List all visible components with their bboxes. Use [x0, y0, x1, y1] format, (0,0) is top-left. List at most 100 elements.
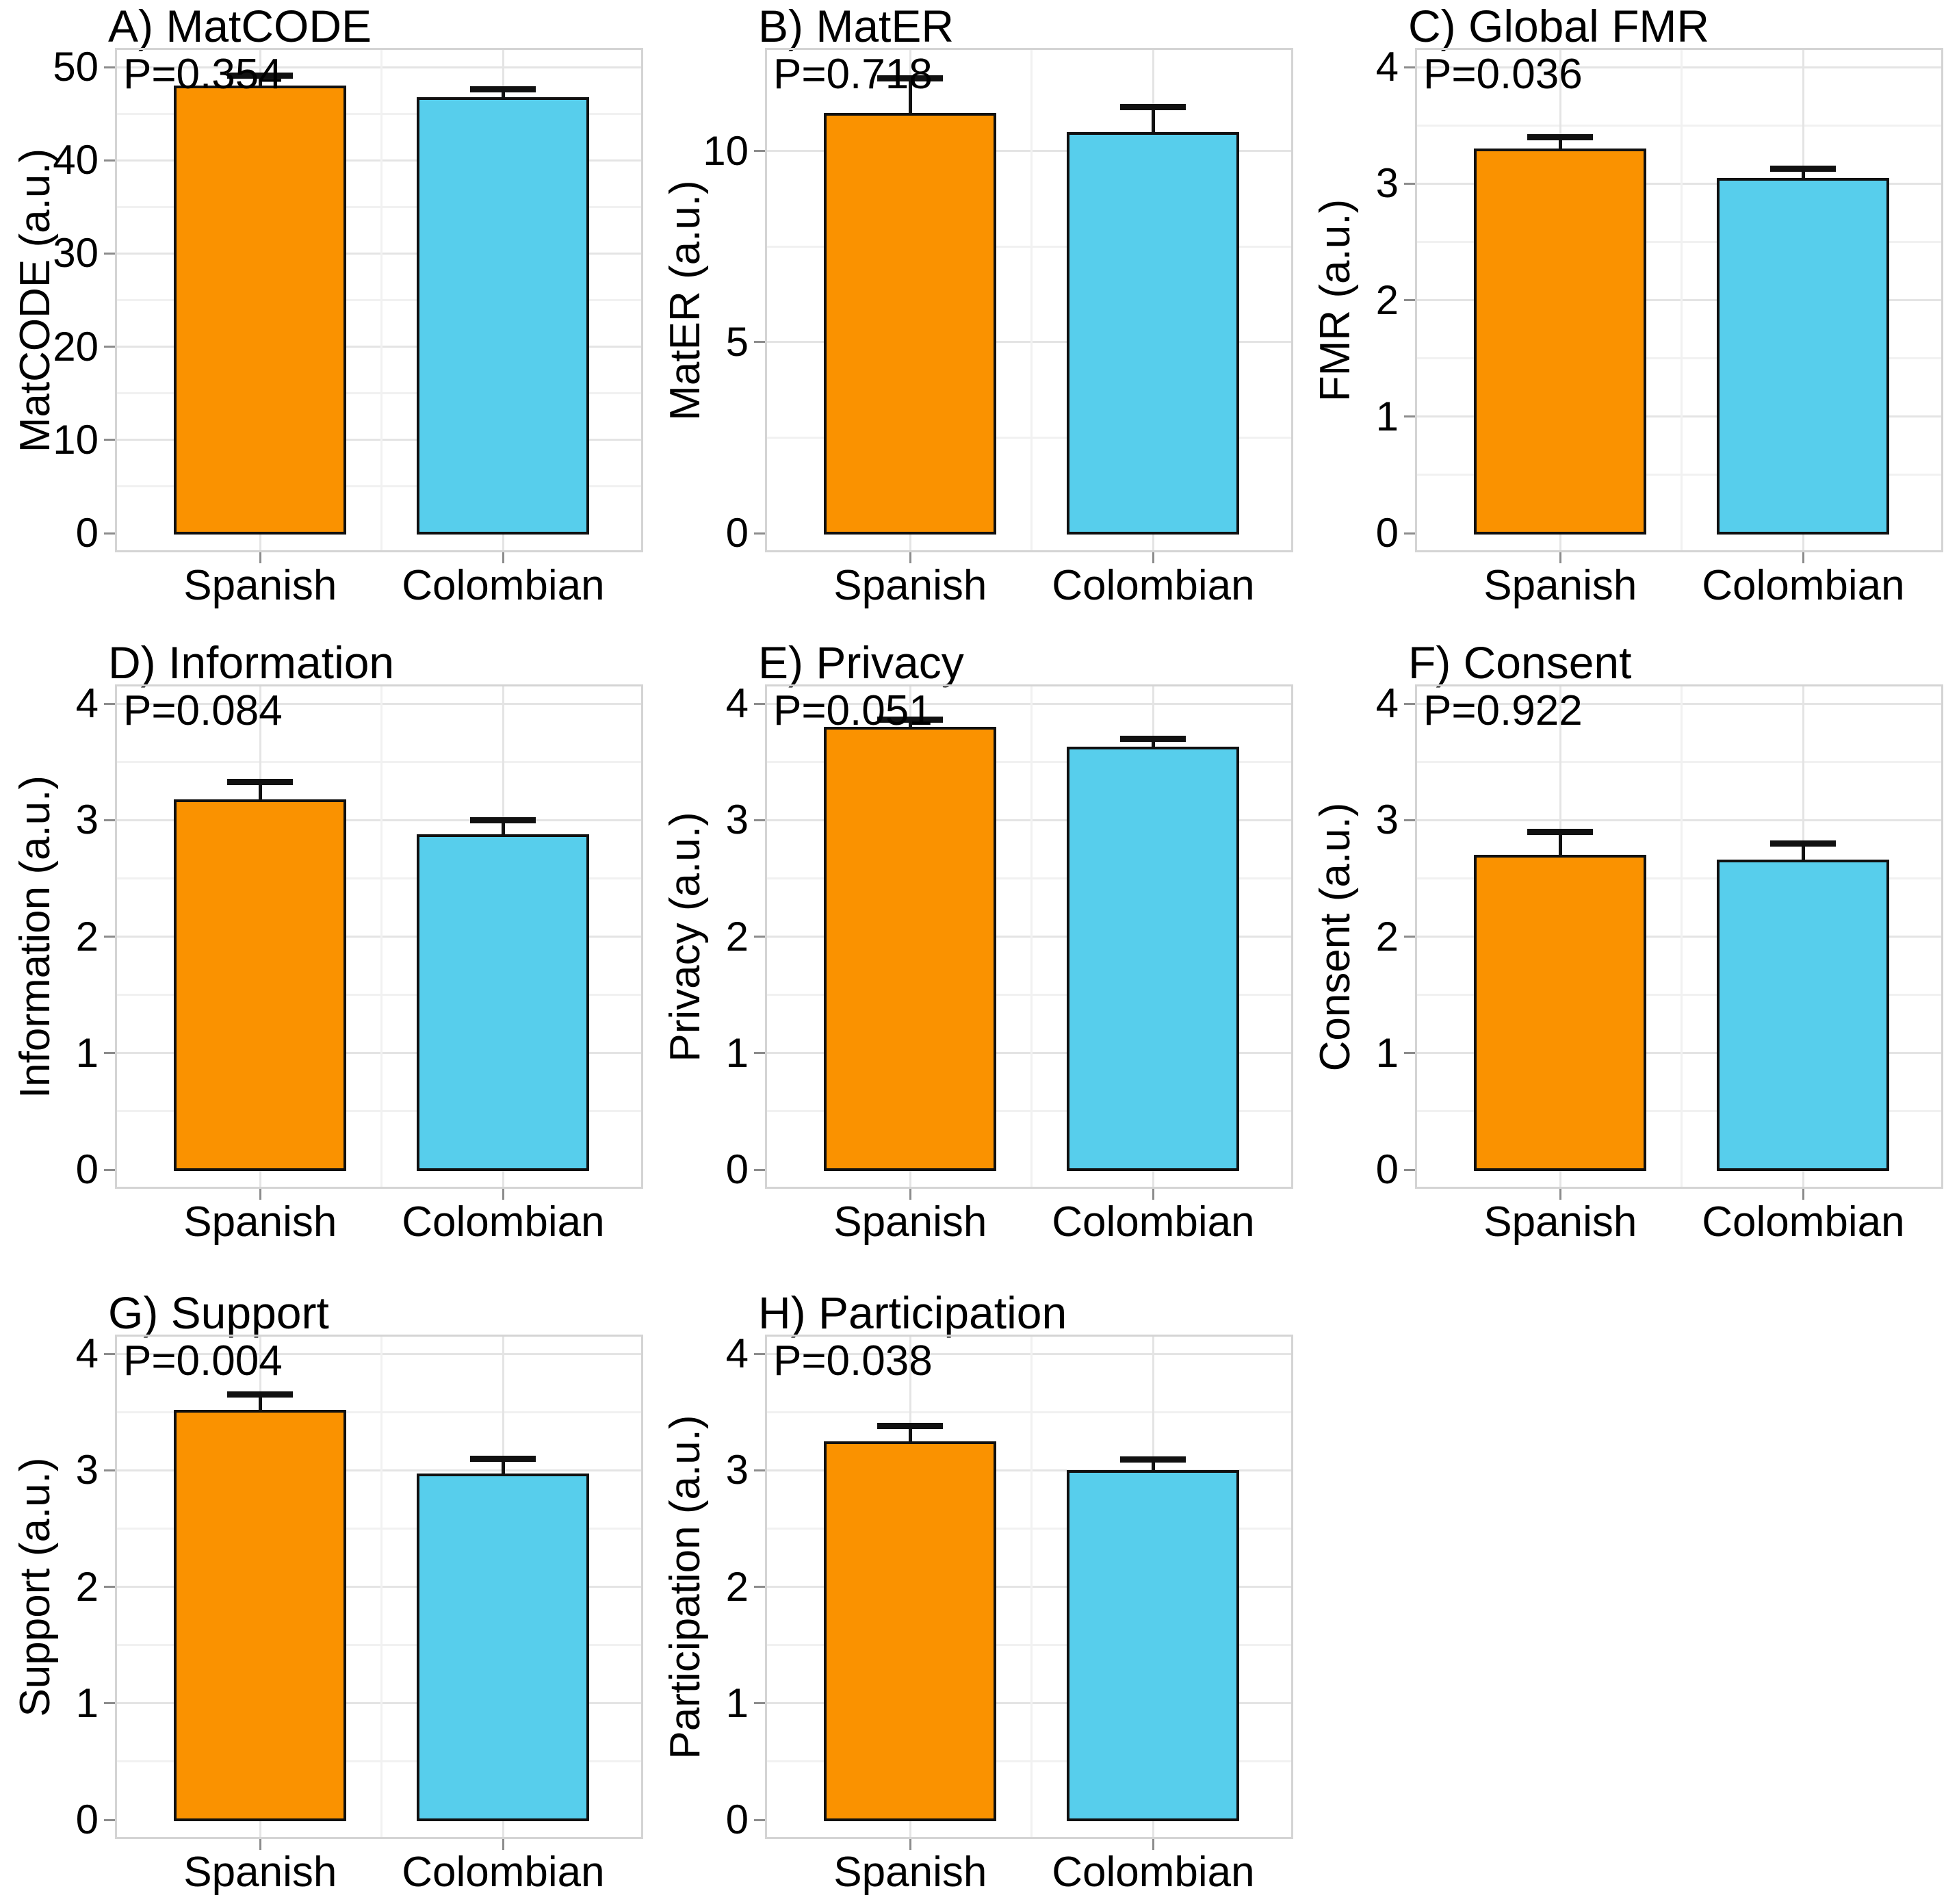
y-tick-label: 4	[725, 680, 749, 726]
gridline-minor-v	[1030, 1335, 1033, 1839]
y-tick-label: 1	[1375, 393, 1399, 439]
gridline-major-h	[765, 702, 1293, 705]
gridline-major-h	[765, 341, 1293, 344]
gridline-minor-h	[765, 436, 1293, 439]
y-tick-label: 1	[1375, 1029, 1399, 1076]
gridline-minor-v	[380, 684, 383, 1189]
x-tick-label: Colombian	[402, 562, 605, 609]
gridline-major-h	[115, 1702, 643, 1705]
gridline-major-h	[765, 1052, 1293, 1055]
y-tick-label: 30	[53, 230, 99, 276]
error-bar-whisker	[1151, 1459, 1155, 1474]
error-bar-cap	[1770, 165, 1837, 172]
panel-f: F) Consent P=0.922 0 1 2 3 4 Consent (a.u.) Span…	[1300, 636, 1946, 1287]
y-tick-mark	[754, 1818, 765, 1821]
gridline-major-h	[115, 439, 643, 441]
error-bar-cap	[470, 86, 536, 93]
y-tick-mark	[104, 1702, 115, 1705]
error-bar-cap	[227, 778, 294, 785]
p-value-label: P=0.718	[773, 51, 933, 98]
plot-area	[1415, 684, 1943, 1189]
y-tick-mark	[104, 252, 115, 255]
y-tick-mark	[754, 1702, 765, 1705]
gridline-major-h	[1415, 936, 1943, 938]
gridline-major-h	[765, 1469, 1293, 1471]
x-tick-label: Colombian	[1702, 1198, 1905, 1246]
gridline-major-h	[115, 702, 643, 705]
bar-spanish	[1474, 149, 1647, 535]
y-axis-label: MatCODE (a.u.)	[12, 148, 59, 452]
y-tick-mark	[754, 1352, 765, 1355]
y-axis-label: FMR (a.u.)	[1312, 198, 1359, 402]
p-value-label: P=0.036	[1423, 51, 1583, 98]
x-tick-label: Spanish	[1483, 1198, 1637, 1246]
y-tick-label: 5	[725, 318, 749, 365]
panel-e: E) Privacy P=0.051 0 1 2 3 4 Privacy (a.u.) Span…	[650, 636, 1300, 1287]
y-tick-mark	[104, 1352, 115, 1355]
y-tick-label: 1	[725, 1029, 749, 1076]
gridline-major-h	[765, 1352, 1293, 1355]
error-bar-whisker	[258, 782, 262, 802]
y-tick-mark	[1404, 819, 1415, 821]
x-tick-label: Spanish	[833, 1849, 987, 1896]
y-tick-mark	[1404, 1052, 1415, 1055]
x-tick-mark	[259, 552, 261, 563]
y-tick-label: 1	[75, 1029, 99, 1076]
y-tick-mark	[104, 1052, 115, 1055]
gridline-minor-h	[115, 994, 643, 996]
gridline-major-h	[1415, 702, 1943, 705]
y-tick-label: 4	[75, 680, 99, 726]
y-tick-label: 4	[1375, 680, 1399, 726]
gridline-major-h	[115, 1469, 643, 1471]
gridline-minor-h	[1415, 240, 1943, 243]
y-tick-mark	[104, 532, 115, 535]
gridline-minor-h	[765, 1527, 1293, 1530]
y-tick-mark	[754, 1586, 765, 1588]
gridline-major-h	[1415, 66, 1943, 68]
x-tick-mark	[502, 1839, 504, 1850]
y-tick-mark	[1404, 66, 1415, 68]
panel-c: C) Global FMR P=0.036 0 1 2 3 4 FMR (a.u.) Spani…	[1300, 0, 1946, 636]
y-tick-label: 0	[75, 1797, 99, 1842]
y-tick-label: 0	[1375, 1146, 1399, 1192]
y-tick-label: 4	[725, 1330, 749, 1376]
gridline-minor-h	[115, 485, 643, 488]
x-tick-label: Spanish	[183, 1849, 337, 1896]
gridline-minor-h	[765, 245, 1293, 248]
error-bar-cap	[1527, 133, 1594, 140]
x-tick-mark	[259, 1839, 261, 1850]
y-tick-mark	[754, 702, 765, 705]
error-bar-whisker	[1558, 832, 1562, 858]
y-tick-mark	[1404, 415, 1415, 418]
x-tick-label: Spanish	[833, 562, 987, 609]
panel-title: G) Support	[108, 1287, 329, 1338]
x-tick-label: Colombian	[1052, 1849, 1255, 1896]
gridline-minor-h	[765, 877, 1293, 879]
y-tick-label: 0	[1375, 510, 1399, 556]
bar-colombian	[417, 1474, 590, 1821]
x-tick-label: Colombian	[1702, 562, 1905, 609]
y-tick-mark	[104, 702, 115, 705]
error-bar-whisker	[1801, 843, 1805, 863]
gridline-minor-h	[115, 299, 643, 301]
x-tick-mark	[502, 552, 504, 563]
gridline-major-h	[1415, 415, 1943, 418]
error-bar-whisker	[501, 89, 505, 100]
error-bar-whisker	[1801, 168, 1805, 181]
x-tick-label: Spanish	[183, 1198, 337, 1246]
gridline-major-h	[765, 150, 1293, 153]
error-bar-whisker	[501, 1458, 505, 1477]
error-bar-cap	[1527, 828, 1594, 835]
y-axis-label: Information (a.u.)	[12, 775, 59, 1098]
gridline-major-h	[765, 936, 1293, 938]
x-tick-mark	[1559, 552, 1561, 563]
gridline-minor-v	[1681, 684, 1683, 1189]
y-tick-label: 2	[725, 1563, 749, 1610]
gridline-minor-h	[765, 994, 1293, 996]
panel-h: H) Participation P=0.038 0 1 2 3 4 Participatio…	[650, 1287, 1300, 1904]
gridline-minor-h	[115, 1760, 643, 1763]
gridline-minor-h	[1415, 474, 1943, 476]
y-tick-mark	[1404, 299, 1415, 301]
error-bar-cap	[1770, 840, 1837, 847]
